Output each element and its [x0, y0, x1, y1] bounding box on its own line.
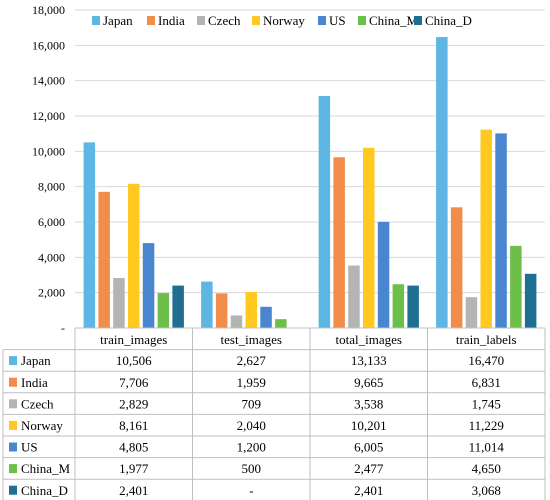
y-tick-label: 6,000 — [38, 215, 65, 229]
table-cell: 2,040 — [237, 418, 266, 433]
table-cell: 7,706 — [119, 375, 149, 390]
table-cell: 10,506 — [116, 353, 152, 368]
bar — [407, 285, 419, 328]
legend-swatch — [252, 16, 260, 25]
bar — [157, 293, 170, 328]
y-tick-label: 10,000 — [32, 144, 65, 158]
category-header: test_images — [221, 332, 282, 347]
table-cell: 6,831 — [472, 375, 501, 390]
table-cell: 13,133 — [351, 353, 387, 368]
bar — [377, 221, 390, 328]
bar — [348, 265, 360, 328]
y-tick-label: 12,000 — [32, 109, 65, 123]
bar — [245, 291, 257, 328]
row-label: India — [21, 375, 48, 390]
table-cell: 10,201 — [351, 418, 387, 433]
bar — [495, 133, 507, 328]
legend-swatch — [147, 16, 155, 25]
legend-label: China_M — [369, 13, 419, 28]
bar — [230, 315, 243, 328]
row-label: Japan — [21, 353, 51, 368]
bar — [333, 157, 345, 328]
y-tick-label: 16,000 — [32, 38, 65, 52]
row-swatch — [9, 485, 17, 495]
y-tick-label: - — [61, 321, 65, 335]
y-tick-label: 8,000 — [38, 180, 65, 194]
legend-label: India — [158, 13, 185, 28]
table-cell: 2,401 — [119, 483, 148, 498]
legend-swatch — [414, 16, 422, 25]
legend-swatch — [318, 16, 326, 25]
table-cell: 709 — [242, 396, 262, 411]
table-cell: 4,805 — [119, 440, 148, 455]
legend-label: Czech — [208, 13, 241, 28]
bar — [510, 245, 522, 328]
legend-label: Norway — [263, 13, 305, 28]
bar — [172, 285, 184, 328]
row-label: China_D — [21, 483, 68, 498]
bar — [392, 284, 405, 328]
bar — [201, 281, 213, 328]
table-cell: 9,665 — [354, 375, 383, 390]
table-cell: 2,477 — [354, 461, 384, 476]
table-cell: - — [249, 483, 253, 498]
table-cell: 1,977 — [119, 461, 149, 476]
row-swatch — [9, 442, 17, 452]
table-cell: 1,959 — [237, 375, 266, 390]
row-swatch — [9, 356, 17, 366]
row-swatch — [9, 377, 17, 387]
bar — [260, 306, 272, 328]
bar — [98, 191, 110, 328]
category-header: train_images — [100, 332, 167, 347]
table-cell: 8,161 — [119, 418, 148, 433]
legend-swatch — [358, 16, 366, 25]
bar — [436, 37, 448, 328]
legend-swatch — [92, 16, 100, 25]
table-cell: 16,470 — [468, 353, 504, 368]
y-tick-label: 14,000 — [32, 74, 65, 88]
legend-label: Japan — [103, 13, 133, 28]
row-label: Norway — [21, 418, 63, 433]
bar — [83, 142, 96, 328]
table-cell: 500 — [242, 461, 262, 476]
bar — [142, 243, 155, 328]
bar — [113, 278, 125, 328]
row-label: China_M — [21, 461, 71, 476]
legend-label: China_D — [425, 13, 472, 28]
row-label: US — [21, 440, 38, 455]
row-swatch — [9, 399, 17, 409]
legend-label: US — [329, 13, 346, 28]
table-cell: 3,538 — [354, 396, 383, 411]
table-cell: 3,068 — [472, 483, 501, 498]
bar — [450, 207, 463, 328]
table-cell: 2,401 — [354, 483, 383, 498]
legend-swatch — [197, 16, 205, 25]
bar — [215, 293, 228, 328]
row-swatch — [9, 420, 17, 430]
y-tick-label: 18,000 — [32, 3, 65, 17]
bar — [363, 147, 375, 328]
table-cell: 2,829 — [119, 396, 148, 411]
table-cell: 6,005 — [354, 440, 383, 455]
table-cell: 1,200 — [237, 440, 266, 455]
y-tick-label: 4,000 — [38, 250, 65, 264]
table-cell: 1,745 — [472, 396, 501, 411]
table-cell: 11,014 — [469, 440, 505, 455]
bar — [465, 297, 478, 328]
bar — [275, 319, 287, 328]
row-label: Czech — [21, 396, 54, 411]
table-cell: 2,627 — [237, 353, 267, 368]
bar — [128, 183, 140, 328]
table-cell: 4,650 — [472, 461, 501, 476]
y-tick-label: 2,000 — [38, 286, 65, 300]
bar — [480, 129, 492, 328]
category-header: total_images — [336, 332, 402, 347]
table-cell: 11,229 — [469, 418, 504, 433]
category-header: train_labels — [456, 332, 517, 347]
row-swatch — [9, 464, 17, 474]
bar — [524, 273, 537, 328]
bar — [318, 95, 331, 328]
